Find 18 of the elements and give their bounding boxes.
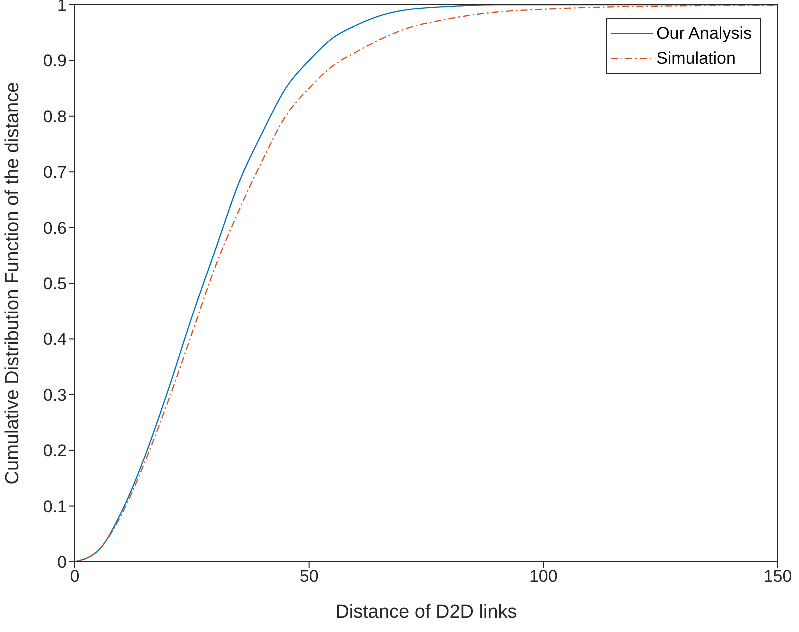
y-tick-label: 0.3 xyxy=(43,386,67,405)
x-tick-label: 50 xyxy=(300,567,319,586)
y-tick-label: 0.8 xyxy=(43,107,67,126)
x-axis-title: Distance of D2D links xyxy=(336,602,518,623)
y-tick-label: 0.9 xyxy=(43,52,67,71)
y-tick-label: 0.2 xyxy=(43,442,67,461)
y-tick-label: 0.5 xyxy=(43,274,67,294)
y-tick-label: 0.7 xyxy=(43,163,67,182)
x-tick-label: 100 xyxy=(529,567,558,586)
x-tick-label: 150 xyxy=(764,567,792,586)
y-axis-title: Cumulative Distribution Function of the distance xyxy=(2,82,24,485)
y-tick-label: 0.1 xyxy=(43,497,67,516)
y-tick-label: 0 xyxy=(58,553,67,572)
y-tick-label: 0.4 xyxy=(43,330,67,350)
x-tick-label: 0 xyxy=(70,567,80,586)
y-tick-label: 0.6 xyxy=(43,218,67,238)
legend-label: Our Analysis xyxy=(656,24,752,44)
legend-label: Simulation xyxy=(656,48,736,68)
